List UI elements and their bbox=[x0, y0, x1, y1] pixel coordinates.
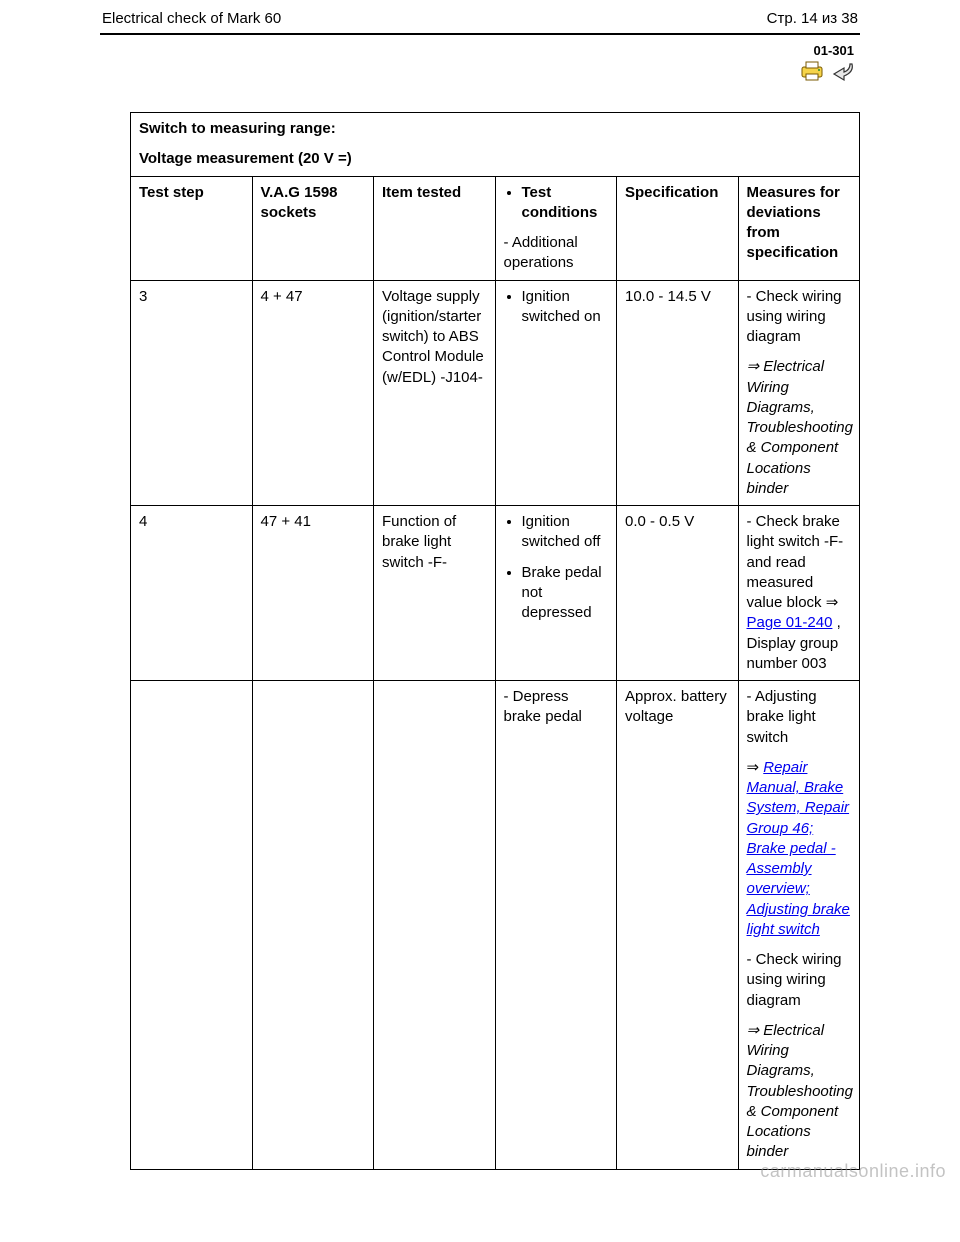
test-table: Switch to measuring range: Voltage measu… bbox=[130, 112, 860, 1170]
cell-measures: - Check brake light switch -F- and read … bbox=[738, 506, 860, 681]
col-measures: Measures for deviations from specificati… bbox=[738, 176, 860, 280]
col-test-step: Test step bbox=[131, 176, 253, 280]
back-arrow-icon[interactable] bbox=[830, 60, 856, 82]
printer-icon[interactable] bbox=[800, 60, 824, 82]
cond-bullet: Ignition switched on bbox=[522, 287, 609, 328]
measure-line: - Check wiring using wiring diagram bbox=[747, 287, 852, 348]
measure-line: Repair Manual, Brake System, Repair Grou… bbox=[747, 758, 852, 940]
page-header: Electrical check of Mark 60 Стр. 14 из 3… bbox=[100, 10, 860, 33]
cell-measures: - Adjusting brake light switch Repair Ma… bbox=[738, 681, 860, 1170]
repair-manual-link[interactable]: Repair Manual, Brake System, Repair Grou… bbox=[747, 759, 850, 938]
col-item-tested: Item tested bbox=[374, 176, 496, 280]
cond-header-bullet: Test conditions bbox=[522, 183, 609, 224]
cond-bullet: Ignition switched off bbox=[522, 512, 609, 553]
col-specification: Specification bbox=[617, 176, 739, 280]
cell-measures: - Check wiring using wiring diagram Elec… bbox=[738, 280, 860, 506]
table-title-line2: Voltage measurement (20 V =) bbox=[139, 149, 851, 169]
cell-step: 4 bbox=[131, 506, 253, 681]
measure-line: - Check wiring using wiring diagram bbox=[747, 950, 852, 1011]
section-number: 01-301 bbox=[100, 43, 860, 58]
measure-line: - Check brake light switch -F- and read … bbox=[747, 512, 852, 674]
col-conditions: Test conditions - Additional operations bbox=[495, 176, 617, 280]
cell-conditions: - Depress brake pedal bbox=[495, 681, 617, 1170]
table-title-cell: Switch to measuring range: Voltage measu… bbox=[131, 113, 860, 177]
cell-step bbox=[131, 681, 253, 1170]
cell-spec: 0.0 - 0.5 V bbox=[617, 506, 739, 681]
table-row: - Depress brake pedal Approx. battery vo… bbox=[131, 681, 860, 1170]
cell-item: Function of brake light switch -F- bbox=[374, 506, 496, 681]
cell-item: Voltage supply (ignition/starter switch)… bbox=[374, 280, 496, 506]
cell-spec: Approx. battery voltage bbox=[617, 681, 739, 1170]
cell-spec: 10.0 - 14.5 V bbox=[617, 280, 739, 506]
cell-sockets: 4 + 47 bbox=[252, 280, 374, 506]
cell-step: 3 bbox=[131, 280, 253, 506]
cell-conditions: Ignition switched on bbox=[495, 280, 617, 506]
measure-line: - Adjusting brake light switch bbox=[747, 687, 852, 748]
table-header-row: Test step V.A.G 1598 sockets Item tested… bbox=[131, 176, 860, 280]
header-rule bbox=[100, 33, 860, 35]
cell-sockets: 47 + 41 bbox=[252, 506, 374, 681]
page-link[interactable]: Page 01-240 bbox=[747, 614, 833, 631]
table-row: 3 4 + 47 Voltage supply (ignition/starte… bbox=[131, 280, 860, 506]
document-page: Electrical check of Mark 60 Стр. 14 из 3… bbox=[0, 0, 960, 1190]
cond-header-additional: - Additional operations bbox=[504, 233, 609, 274]
header-left: Electrical check of Mark 60 bbox=[102, 10, 281, 27]
cell-sockets bbox=[252, 681, 374, 1170]
col-sockets: V.A.G 1598 sockets bbox=[252, 176, 374, 280]
measure-line: Electrical Wiring Diagrams, Troubleshoot… bbox=[747, 357, 852, 499]
cond-bullet: Brake pedal not depressed bbox=[522, 563, 609, 624]
table-title-line1: Switch to measuring range: bbox=[139, 119, 851, 139]
watermark: carmanualsonline.info bbox=[760, 1161, 946, 1182]
header-right: Стр. 14 из 38 bbox=[767, 10, 858, 27]
measure-line: Electrical Wiring Diagrams, Troubleshoot… bbox=[747, 1021, 852, 1163]
cell-item bbox=[374, 681, 496, 1170]
table-row: 4 47 + 41 Function of brake light switch… bbox=[131, 506, 860, 681]
icon-row bbox=[100, 60, 860, 82]
cell-conditions: Ignition switched off Brake pedal not de… bbox=[495, 506, 617, 681]
